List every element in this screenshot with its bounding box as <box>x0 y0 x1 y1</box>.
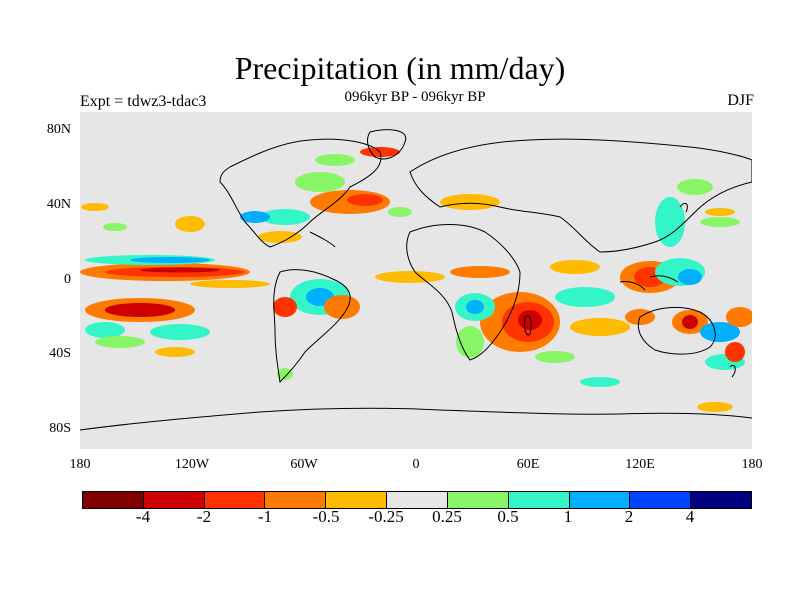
colorbar-swatch <box>630 492 692 508</box>
colorbar-swatch <box>569 492 631 508</box>
precipitation-map <box>80 112 752 449</box>
colorbar-label: 2 <box>624 507 634 526</box>
anomaly-fields <box>80 147 752 412</box>
lat-label-80n: 80N <box>46 122 71 137</box>
map-subtitle: 096kyr BP - 096kyr BP <box>344 89 486 105</box>
colorbar-swatch <box>83 492 144 508</box>
colorbar-label: -0.25 <box>368 507 404 526</box>
colorbar-label: -1 <box>257 507 273 526</box>
lon-label-0: 0 <box>412 457 420 472</box>
lat-label-0: 0 <box>64 272 71 287</box>
colorbar-label: 0.5 <box>497 507 519 526</box>
colorbar-swatch <box>204 492 266 508</box>
coastlines <box>80 129 752 431</box>
lon-label-120e: 120E <box>625 457 655 472</box>
season-label: DJF <box>727 92 754 109</box>
lat-label-40s: 40S <box>49 346 71 361</box>
lat-label-80s: 80S <box>49 421 71 436</box>
colorbar-swatch <box>265 492 327 508</box>
colorbar-swatch <box>508 492 570 508</box>
colorbar-swatch <box>387 492 448 508</box>
lat-label-40n: 40N <box>46 197 71 212</box>
experiment-label: Expt = tdwz3-tdac3 <box>80 93 207 110</box>
lon-label-180w: 180 <box>69 457 91 472</box>
colorbar-label: 4 <box>685 507 695 526</box>
colorbar-swatch <box>691 492 751 508</box>
colorbar-label: 1 <box>563 507 573 526</box>
colorbar-label: 0.25 <box>432 507 462 526</box>
lon-label-60w: 60W <box>290 457 318 472</box>
colorbar <box>82 491 752 509</box>
colorbar-swatch <box>447 492 509 508</box>
map-title: Precipitation (in mm/day) <box>234 50 566 86</box>
lon-label-120w: 120W <box>174 457 210 472</box>
colorbar-label: -2 <box>196 507 212 526</box>
map-svg <box>80 112 752 449</box>
colorbar-label: -0.5 <box>312 507 340 526</box>
lon-label-180e: 180 <box>741 457 763 472</box>
lon-label-60e: 60E <box>516 457 540 472</box>
colorbar-label: -4 <box>135 507 151 526</box>
colorbar-swatch <box>326 492 388 508</box>
colorbar-swatch <box>143 492 205 508</box>
